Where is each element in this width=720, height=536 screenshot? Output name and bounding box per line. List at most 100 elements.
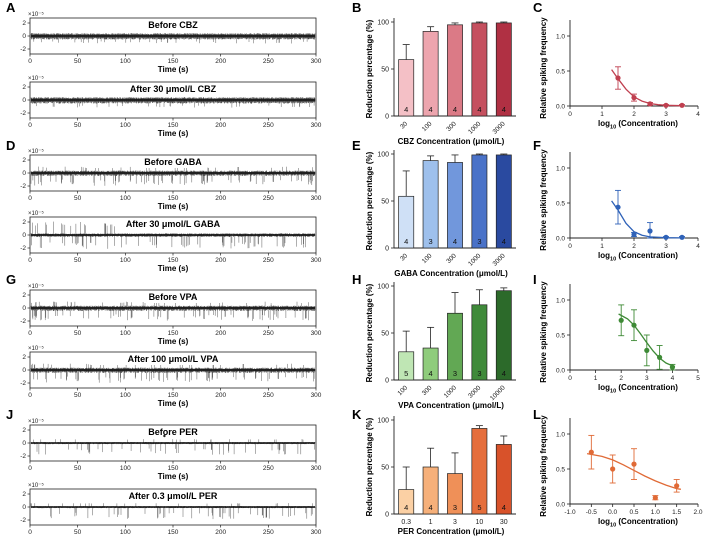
trace-signal bbox=[30, 97, 316, 108]
x-tick-label: 300 bbox=[311, 257, 322, 264]
data-point bbox=[679, 234, 685, 240]
x-axis-label: Time (s) bbox=[158, 129, 189, 138]
y-tick-label: 2 bbox=[22, 157, 26, 164]
y-tick-label: 0.5 bbox=[556, 467, 565, 474]
x-tick-label: 300 bbox=[311, 58, 322, 65]
trace-title-bg bbox=[142, 157, 204, 168]
x-tick-label: 100 bbox=[120, 392, 131, 399]
y-tick-label: 2 bbox=[22, 427, 26, 434]
x-tick-label: 4 bbox=[671, 375, 675, 382]
x-tick-label: 150 bbox=[168, 257, 179, 264]
y-axis-label: Relative spiking frequency bbox=[539, 149, 548, 251]
x-tick-label: 300 bbox=[445, 120, 458, 133]
data-point bbox=[610, 466, 616, 472]
y-tick-label: 1.0 bbox=[556, 166, 565, 173]
x-tick-label: 200 bbox=[215, 257, 226, 264]
x-tick-label: 100 bbox=[120, 529, 131, 536]
y-tick-label: 100 bbox=[377, 418, 389, 425]
bar-n-label: 4 bbox=[429, 503, 433, 512]
x-tick-label: 150 bbox=[168, 122, 179, 129]
x-tick-label: 4 bbox=[696, 243, 700, 250]
x-tick-label: 300 bbox=[421, 384, 434, 397]
x-axis-label: Time (s) bbox=[158, 399, 189, 408]
y-tick-label: 50 bbox=[381, 331, 389, 338]
bar bbox=[447, 473, 463, 515]
x-axis-label-rest: (Concentration) bbox=[616, 517, 678, 526]
y-exponent: ×10⁻⁵ bbox=[28, 418, 44, 425]
x-axis-label: Time (s) bbox=[158, 472, 189, 481]
x-axis-label-sub: 10 bbox=[610, 523, 616, 529]
y-tick-label: 0.0 bbox=[556, 502, 565, 509]
x-tick-label: 0 bbox=[568, 111, 572, 118]
x-tick-label: 50 bbox=[74, 257, 82, 264]
data-point bbox=[652, 495, 658, 501]
fit-curve bbox=[586, 452, 682, 490]
trace-title: Before VPA bbox=[149, 292, 198, 302]
y-axis-label: Reduction percentage (%) bbox=[365, 151, 374, 250]
y-tick-label: -2 bbox=[20, 46, 26, 53]
bar-n-label: 4 bbox=[429, 369, 433, 378]
x-axis-label: Time (s) bbox=[158, 337, 189, 346]
bar bbox=[495, 290, 512, 381]
data-point bbox=[657, 354, 663, 360]
fit-curve bbox=[618, 313, 676, 368]
y-tick-label: -2 bbox=[20, 380, 26, 387]
y-tick-label: -2 bbox=[20, 517, 26, 524]
x-tick-label: 4 bbox=[696, 111, 700, 118]
x-tick-label: 150 bbox=[168, 529, 179, 536]
y-tick-label: 0 bbox=[22, 305, 26, 312]
trace-signal bbox=[30, 166, 316, 186]
x-axis-label: log10 (Concentration) bbox=[598, 119, 678, 131]
x-tick-label: 50 bbox=[74, 58, 82, 65]
bar bbox=[398, 351, 415, 381]
y-tick-label: -2 bbox=[20, 245, 26, 252]
y-tick-label: -2 bbox=[20, 110, 26, 117]
panel-letter: L bbox=[533, 407, 541, 422]
y-axis-label: Reduction percentage (%) bbox=[365, 19, 374, 118]
data-point bbox=[588, 449, 594, 455]
x-tick-label: 150 bbox=[168, 195, 179, 202]
x-axis-label: VPA Concentration (μmol/L) bbox=[398, 401, 504, 410]
trace-title-bg bbox=[144, 292, 202, 303]
trace-signal bbox=[30, 33, 316, 44]
x-tick-label: 5 bbox=[696, 375, 700, 382]
trace-signal bbox=[30, 503, 316, 520]
y-exponent: ×10⁻⁵ bbox=[28, 210, 44, 217]
x-tick-label: 3000 bbox=[492, 120, 507, 135]
bar bbox=[447, 312, 463, 381]
bar-n-label: 4 bbox=[453, 105, 457, 114]
x-axis-label: log10 (Concentration) bbox=[598, 517, 678, 529]
bar bbox=[495, 444, 512, 515]
x-tick-label: 200 bbox=[215, 465, 226, 472]
y-axis-label: Relative spiking frequency bbox=[539, 281, 548, 383]
y-tick-label: 0 bbox=[22, 170, 26, 177]
bar-n-label: 3 bbox=[429, 237, 433, 246]
x-tick-label: 2 bbox=[619, 375, 623, 382]
x-tick-label: 1000 bbox=[467, 252, 482, 267]
trace-title-bg bbox=[122, 84, 224, 95]
y-tick-label: 100 bbox=[377, 152, 389, 159]
bar-n-label: 5 bbox=[477, 503, 481, 512]
y-tick-label: 0 bbox=[22, 33, 26, 40]
x-tick-label: 300 bbox=[311, 465, 322, 472]
trace-title: Before GABA bbox=[144, 157, 202, 167]
x-tick-label: 3 bbox=[664, 243, 668, 250]
panel-letter: E bbox=[352, 138, 361, 153]
y-tick-label: 1.0 bbox=[556, 432, 565, 439]
x-axis-label: log10 (Concentration) bbox=[598, 251, 678, 263]
x-tick-label: 3 bbox=[453, 519, 457, 526]
x-tick-label: 0 bbox=[28, 392, 32, 399]
x-tick-label: 200 bbox=[215, 195, 226, 202]
y-axis-label: Reduction percentage (%) bbox=[365, 283, 374, 382]
bar-n-label: 4 bbox=[429, 105, 433, 114]
trace-title-bg bbox=[120, 219, 226, 230]
x-tick-label: 0 bbox=[28, 465, 32, 472]
trace-title-bg bbox=[120, 354, 226, 365]
